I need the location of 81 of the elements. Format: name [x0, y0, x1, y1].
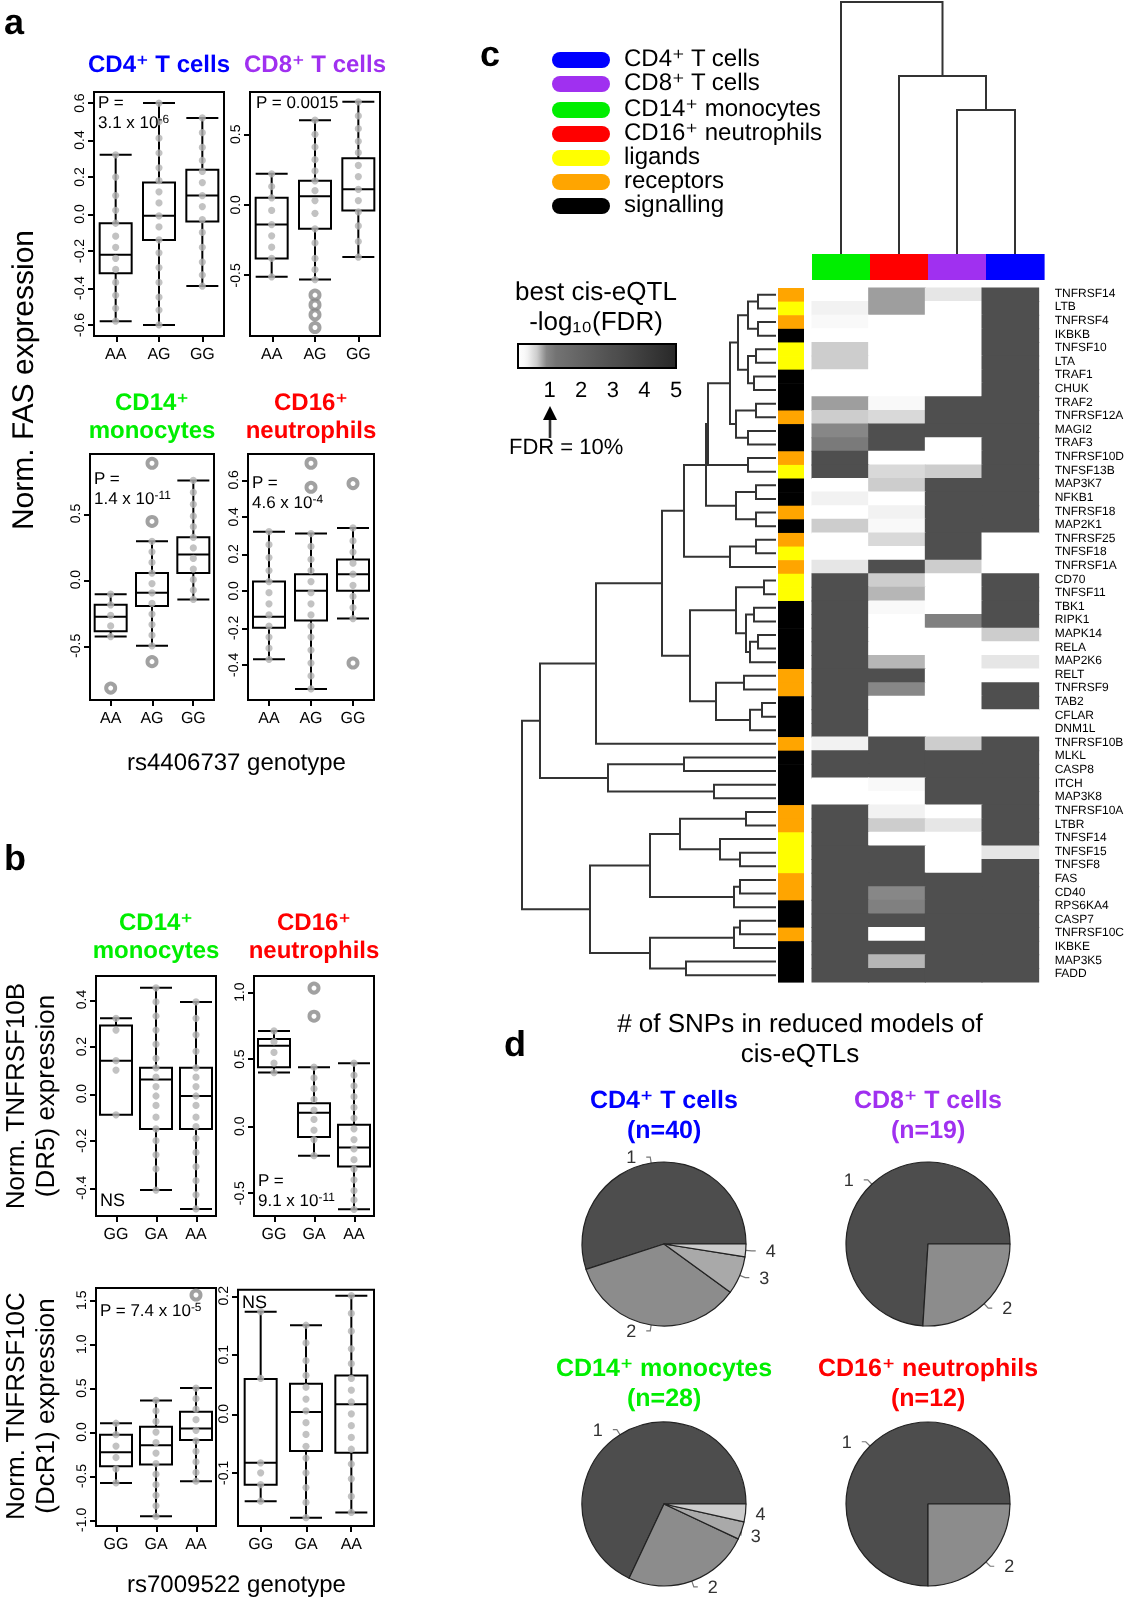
x-tick-label: GG: [103, 1535, 129, 1553]
y-axis-title: Norm. TNFRSF10B (DR5) expression: [0, 980, 62, 1214]
text: CD8⁺ T cells: [624, 68, 760, 99]
x-tick-label: GA: [302, 1225, 327, 1243]
slice-label: 1: [841, 1431, 852, 1452]
annotation: P = 9.1 x 10$^{-11}$: [258, 1170, 335, 1212]
text: c: [480, 34, 501, 76]
annotation: P = 0.0015: [256, 92, 339, 114]
annotation: P = 3.1 x 10$^{-6}$: [98, 92, 170, 134]
chart-title: CD14⁺ monocytes: [556, 1354, 773, 1383]
x-tick-label: GG: [189, 345, 215, 363]
x-tick-label: AG: [147, 345, 171, 363]
annotation: NS: [100, 1190, 126, 1211]
x-axis-title: rs7009522 genotype: [127, 1570, 346, 1600]
text: receptors: [624, 166, 725, 194]
color-bar-label: 3: [606, 379, 619, 403]
x-tick-label: AA: [258, 709, 281, 727]
x-tick-label: GG: [248, 1535, 274, 1553]
slice-label: 2: [1004, 1556, 1015, 1577]
x-tick-label: AA: [104, 345, 128, 363]
color-bar-label: 5: [669, 379, 683, 403]
chart-title: CD14⁺ monocytes: [86, 388, 218, 446]
x-tick-label: GG: [345, 345, 371, 363]
x-tick-label: GA: [144, 1535, 169, 1553]
slice-label: 3: [759, 1267, 770, 1288]
x-tick-label: AA: [185, 1535, 208, 1553]
x-tick-label: GA: [294, 1535, 319, 1553]
y-axis-title: Norm. FAS expression: [6, 229, 42, 531]
text: FDR = 10%: [509, 436, 624, 462]
slice-label: 1: [843, 1169, 854, 1190]
slice-label: 4: [765, 1240, 776, 1261]
y-axis-title: Norm. TNFRSF10C (DcR1) expression: [0, 1290, 62, 1524]
chart-subtitle: (n=12): [891, 1384, 966, 1413]
x-tick-label: AA: [260, 345, 284, 363]
color-bar-title: best cis-eQTL -log₁₀(FDR): [513, 276, 679, 338]
x-tick-label: GG: [103, 1225, 129, 1243]
x-tick-label: GG: [180, 709, 206, 727]
x-tick-label: GG: [261, 1225, 287, 1243]
chart-subtitle: (n=19): [891, 1116, 966, 1145]
chart-title: CD16⁺ neutrophils: [243, 388, 379, 446]
slice-label: 4: [755, 1503, 766, 1524]
text: CD4⁺ T cells: [624, 44, 760, 72]
text: CD14⁺ monocytes: [624, 94, 821, 122]
annotation: P = 4.6 x 10$^{-4}$: [252, 472, 324, 514]
slice-label: 1: [592, 1419, 603, 1440]
chart-title: CD16⁺ neutrophils: [246, 908, 382, 966]
x-tick-label: AA: [343, 1225, 366, 1243]
slice-label: 2: [707, 1576, 718, 1597]
text: # of SNPs in reduced models of cis-eQTLs: [615, 1008, 985, 1070]
slice-label: 3: [750, 1525, 761, 1546]
x-tick-label: AG: [299, 709, 323, 727]
slice-label: 2: [626, 1320, 637, 1341]
text: b: [4, 838, 26, 880]
text: a: [4, 2, 25, 44]
color-bar-label: 4: [638, 379, 651, 403]
x-tick-label: AG: [140, 709, 164, 727]
x-tick-label: AA: [99, 709, 123, 727]
text: d: [504, 1024, 526, 1066]
annotation: P = 7.4 x 10$^{-5}$: [100, 1300, 202, 1322]
annotation: NS: [242, 1292, 268, 1313]
chart-title: CD8⁺ T cells: [241, 50, 389, 80]
x-tick-label: GA: [144, 1225, 169, 1243]
x-tick-label: GG: [340, 709, 366, 727]
slice-label: 2: [1002, 1298, 1013, 1319]
text: ligands: [624, 142, 701, 172]
color-bar-label: 1: [543, 379, 556, 403]
chart-title: CD4⁺ T cells: [590, 1086, 738, 1115]
chart-title: CD8⁺ T cells: [854, 1086, 1002, 1115]
chart-title: CD4⁺ T cells: [85, 50, 233, 80]
x-tick-label: AA: [185, 1225, 208, 1243]
x-tick-label: AA: [340, 1535, 364, 1553]
text: signalling: [624, 190, 725, 221]
x-tick-label: AG: [303, 345, 327, 363]
x-axis-title: rs4406737 genotype: [127, 748, 346, 778]
chart-subtitle: (n=28): [627, 1384, 702, 1413]
color-bar-label: 2: [575, 379, 588, 403]
annotation: P = 1.4 x 10$^{-11}$: [94, 468, 171, 510]
slice-label: 1: [626, 1147, 637, 1168]
chart-title: CD14⁺ monocytes: [90, 908, 222, 966]
chart-title: CD16⁺ neutrophils: [818, 1354, 1039, 1383]
chart-subtitle: (n=40): [627, 1116, 702, 1145]
